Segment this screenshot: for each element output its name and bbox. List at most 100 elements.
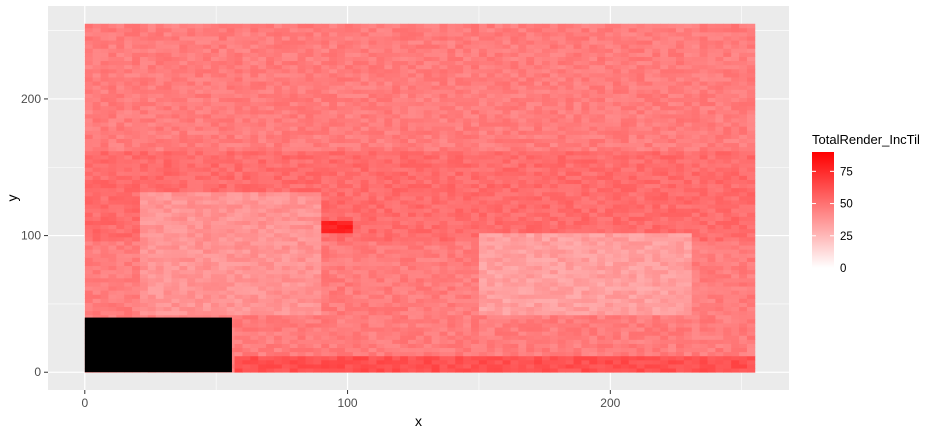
heatmap-tile [463, 52, 472, 57]
heatmap-tile [518, 52, 527, 57]
heatmap-tile [329, 232, 338, 238]
heatmap-tile [510, 159, 519, 164]
heatmap-tile [273, 236, 283, 242]
heatmap-tile [139, 171, 149, 176]
heatmap-tile [226, 159, 235, 164]
heatmap-tile [471, 163, 480, 168]
heatmap-tile [494, 236, 503, 242]
heatmap-tile [392, 220, 401, 226]
heatmap-tile [415, 253, 425, 258]
heatmap-tile [147, 93, 157, 98]
heatmap-tile [329, 52, 338, 57]
heatmap-tile [471, 343, 480, 349]
heatmap-tile [171, 265, 180, 271]
heatmap-tile [526, 306, 535, 312]
heatmap-tile [415, 27, 425, 33]
heatmap-tile [195, 60, 204, 66]
heatmap-tile [423, 77, 433, 82]
heatmap-tile [431, 286, 440, 291]
heatmap-tile [179, 265, 188, 271]
heatmap-tile [234, 60, 243, 66]
heatmap-tile [226, 175, 235, 180]
heatmap-tile [179, 314, 188, 320]
heatmap-tile [526, 56, 535, 62]
heatmap-tile [155, 93, 165, 98]
heatmap-tile [234, 224, 243, 230]
heatmap-tile [155, 48, 165, 53]
heatmap-tile [305, 265, 314, 271]
heatmap-tile [344, 245, 354, 250]
heatmap-tile [471, 85, 480, 90]
heatmap-tile [510, 339, 519, 344]
heatmap-tile [313, 351, 322, 357]
heatmap-tile [431, 249, 440, 254]
heatmap-tile [407, 347, 417, 353]
heatmap-tile [423, 339, 433, 344]
heatmap-tile [360, 359, 369, 365]
heatmap-tile [368, 200, 377, 205]
heatmap-tile [502, 109, 511, 115]
heatmap-tile [281, 269, 291, 275]
heatmap-tile [195, 236, 204, 242]
heatmap-tile [266, 105, 275, 111]
heatmap-tile [392, 64, 401, 70]
heatmap-tile [337, 27, 346, 33]
heatmap-tile [242, 130, 251, 135]
heatmap-tile [431, 195, 440, 201]
heatmap-tile [463, 48, 472, 53]
heatmap-tile [163, 23, 172, 29]
heatmap-tile [139, 68, 149, 74]
heatmap-tile [297, 97, 306, 103]
heatmap-tile [447, 101, 456, 107]
heatmap-tile [407, 327, 417, 332]
heatmap-tile [542, 302, 551, 308]
heatmap-tile [392, 109, 401, 115]
heatmap-tile [313, 245, 322, 250]
heatmap-tile [155, 216, 165, 221]
heatmap-tile [226, 27, 235, 33]
heatmap-tile [384, 286, 393, 291]
heatmap-tile [179, 212, 188, 217]
heatmap-tile [407, 294, 417, 299]
heatmap-tile [195, 142, 204, 148]
heatmap-tile [250, 286, 259, 291]
heatmap-tile [305, 89, 314, 94]
heatmap-tile [258, 208, 267, 213]
heatmap-tile [518, 355, 527, 361]
heatmap-tile [147, 228, 157, 234]
heatmap-tile [84, 245, 94, 250]
heatmap-tile [486, 265, 496, 271]
heatmap-tile [471, 130, 480, 135]
heatmap-tile [329, 216, 338, 221]
heatmap-tile [376, 261, 385, 267]
heatmap-tile [226, 245, 235, 250]
heatmap-tile [360, 343, 369, 349]
heatmap-tile [266, 126, 275, 131]
heatmap-tile [155, 282, 165, 287]
heatmap-tile [352, 323, 362, 328]
heatmap-tile [510, 93, 519, 98]
heatmap-tile [360, 167, 369, 172]
heatmap-tile [210, 146, 220, 152]
heatmap-tile [289, 146, 299, 152]
heatmap-tile [431, 154, 440, 160]
heatmap-tile [132, 294, 141, 299]
heatmap-tile [84, 150, 94, 156]
heatmap-tile [273, 68, 283, 74]
heatmap-tile [423, 85, 433, 90]
heatmap-tile [313, 130, 322, 135]
heatmap-tile [195, 52, 204, 57]
heatmap-tile [360, 183, 369, 189]
heatmap-tile [494, 359, 503, 365]
heatmap-tile [250, 23, 259, 29]
heatmap-tile [455, 331, 464, 336]
heatmap-tile [439, 52, 448, 57]
heatmap-tile [407, 97, 417, 103]
heatmap-tile [510, 64, 519, 70]
heatmap-tile [510, 282, 519, 287]
heatmap-tile [368, 269, 377, 275]
heatmap-tile [494, 339, 503, 344]
heatmap-tile [195, 179, 204, 185]
heatmap-tile [439, 77, 448, 82]
